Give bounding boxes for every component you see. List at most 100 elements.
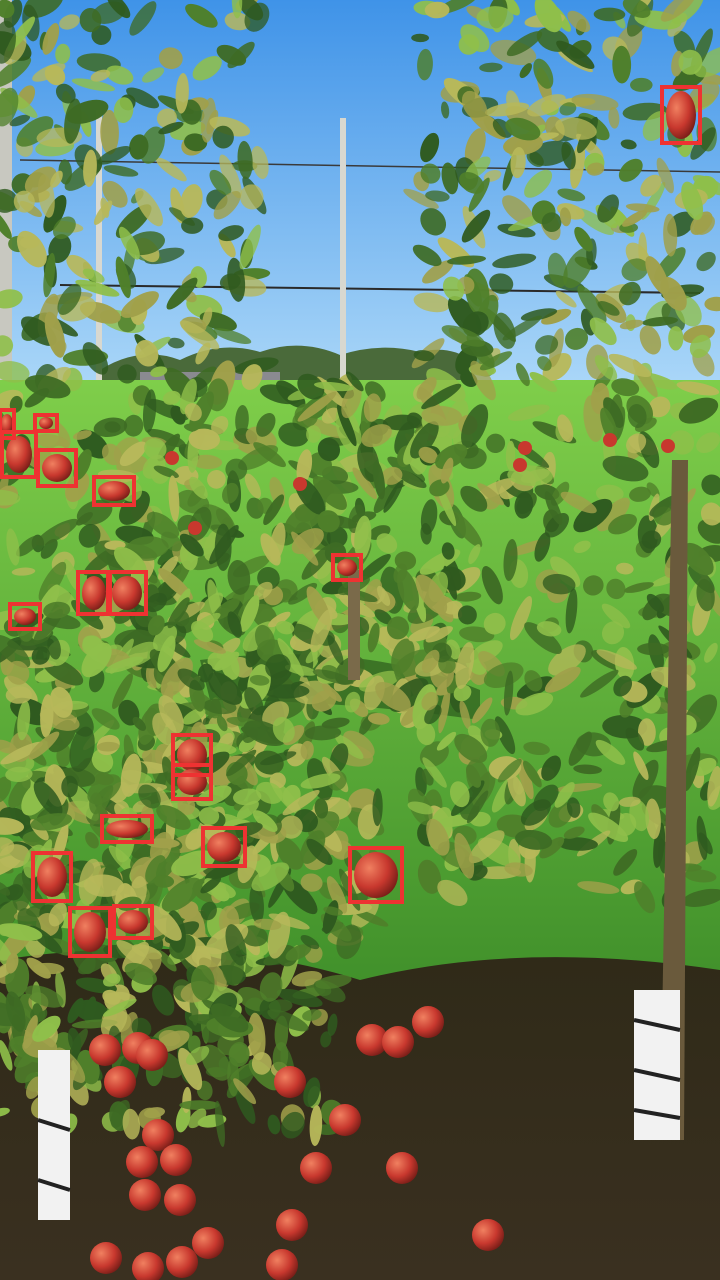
leaf [253, 581, 273, 600]
hanging-apple [177, 769, 207, 795]
leaf [24, 985, 64, 1008]
leaf [324, 542, 347, 564]
leaf [468, 544, 481, 565]
leaf [101, 443, 122, 466]
leaf [55, 43, 71, 64]
leaf [36, 518, 79, 546]
leaf [457, 605, 477, 625]
leaf [239, 184, 264, 210]
leaf [676, 381, 720, 396]
leaf [326, 876, 348, 914]
leaf [613, 675, 633, 697]
leaf [282, 789, 320, 816]
apple-detection-box [171, 733, 213, 777]
leaf [113, 97, 134, 123]
leaf [690, 127, 716, 160]
leaf [413, 292, 451, 313]
leaf [156, 108, 177, 128]
leaf [618, 158, 643, 182]
leaf [259, 972, 283, 1002]
leaf [441, 325, 485, 347]
leaf [637, 642, 670, 656]
leaf [302, 1009, 322, 1021]
leaf [468, 177, 490, 212]
leaf [241, 364, 263, 390]
leaf [523, 741, 550, 756]
guard-band [37, 1178, 71, 1192]
leaf [625, 203, 660, 213]
leaf [300, 935, 320, 950]
leaf [16, 535, 40, 557]
leaf [461, 90, 488, 122]
hanging-apple [42, 454, 72, 482]
leaf [503, 670, 514, 716]
leaf [180, 184, 203, 218]
leaf [110, 1099, 130, 1128]
leaf [608, 513, 637, 535]
leaf [616, 562, 634, 575]
leaf [0, 634, 31, 668]
leaf [506, 31, 543, 57]
leaf [533, 58, 554, 89]
leaf [640, 174, 662, 197]
apple-detection-box [660, 85, 702, 145]
leaf [515, 692, 554, 716]
hanging-apple [1, 414, 13, 434]
leaf [115, 256, 131, 299]
leaf [161, 877, 202, 912]
fallen-apple [142, 1119, 174, 1151]
leaf [216, 637, 241, 659]
leaf [34, 839, 53, 876]
leaf [696, 251, 716, 272]
leaf [24, 166, 57, 195]
leaf [421, 405, 463, 426]
guard-band [633, 1018, 681, 1032]
leaf [281, 1111, 305, 1139]
leaf [373, 480, 399, 514]
guard-band [633, 1108, 681, 1120]
leaf [375, 681, 411, 712]
hanging-apple [37, 857, 67, 897]
leaf [471, 697, 493, 724]
leaf [244, 473, 261, 499]
hanging-apples [1, 91, 696, 952]
leaf [78, 524, 101, 548]
leaf [327, 635, 344, 665]
hanging-apple [74, 912, 106, 952]
apple-detection-box [106, 570, 148, 616]
leaf [672, 0, 704, 24]
leaf [123, 414, 144, 437]
leaf [219, 273, 241, 291]
leaf [200, 876, 222, 894]
leaf [354, 515, 372, 560]
leaf [198, 807, 220, 826]
leaf [547, 252, 568, 288]
leaf [268, 611, 291, 628]
leaf [213, 190, 241, 220]
leaf [105, 656, 144, 674]
leaf [269, 522, 286, 562]
leaf [304, 725, 342, 741]
fallen-apple [329, 1104, 361, 1136]
leaf [207, 470, 226, 489]
leaf [555, 117, 597, 140]
leaf [483, 662, 524, 688]
leaf [167, 337, 185, 349]
leaf [645, 798, 661, 840]
leaf [237, 140, 253, 180]
leaf [260, 751, 297, 766]
leaf [417, 859, 442, 894]
leaf [291, 528, 324, 555]
leaf [449, 510, 483, 548]
leaf [633, 751, 649, 780]
leaf [415, 574, 448, 615]
leaf [586, 162, 605, 176]
leaf [443, 600, 463, 615]
leaf [168, 475, 180, 522]
leaf [622, 0, 651, 18]
apple-detection-box [112, 904, 154, 940]
leaf [327, 1013, 338, 1036]
fallen-apple [266, 1249, 298, 1280]
leaf [210, 1003, 249, 1033]
leaf [97, 145, 131, 165]
